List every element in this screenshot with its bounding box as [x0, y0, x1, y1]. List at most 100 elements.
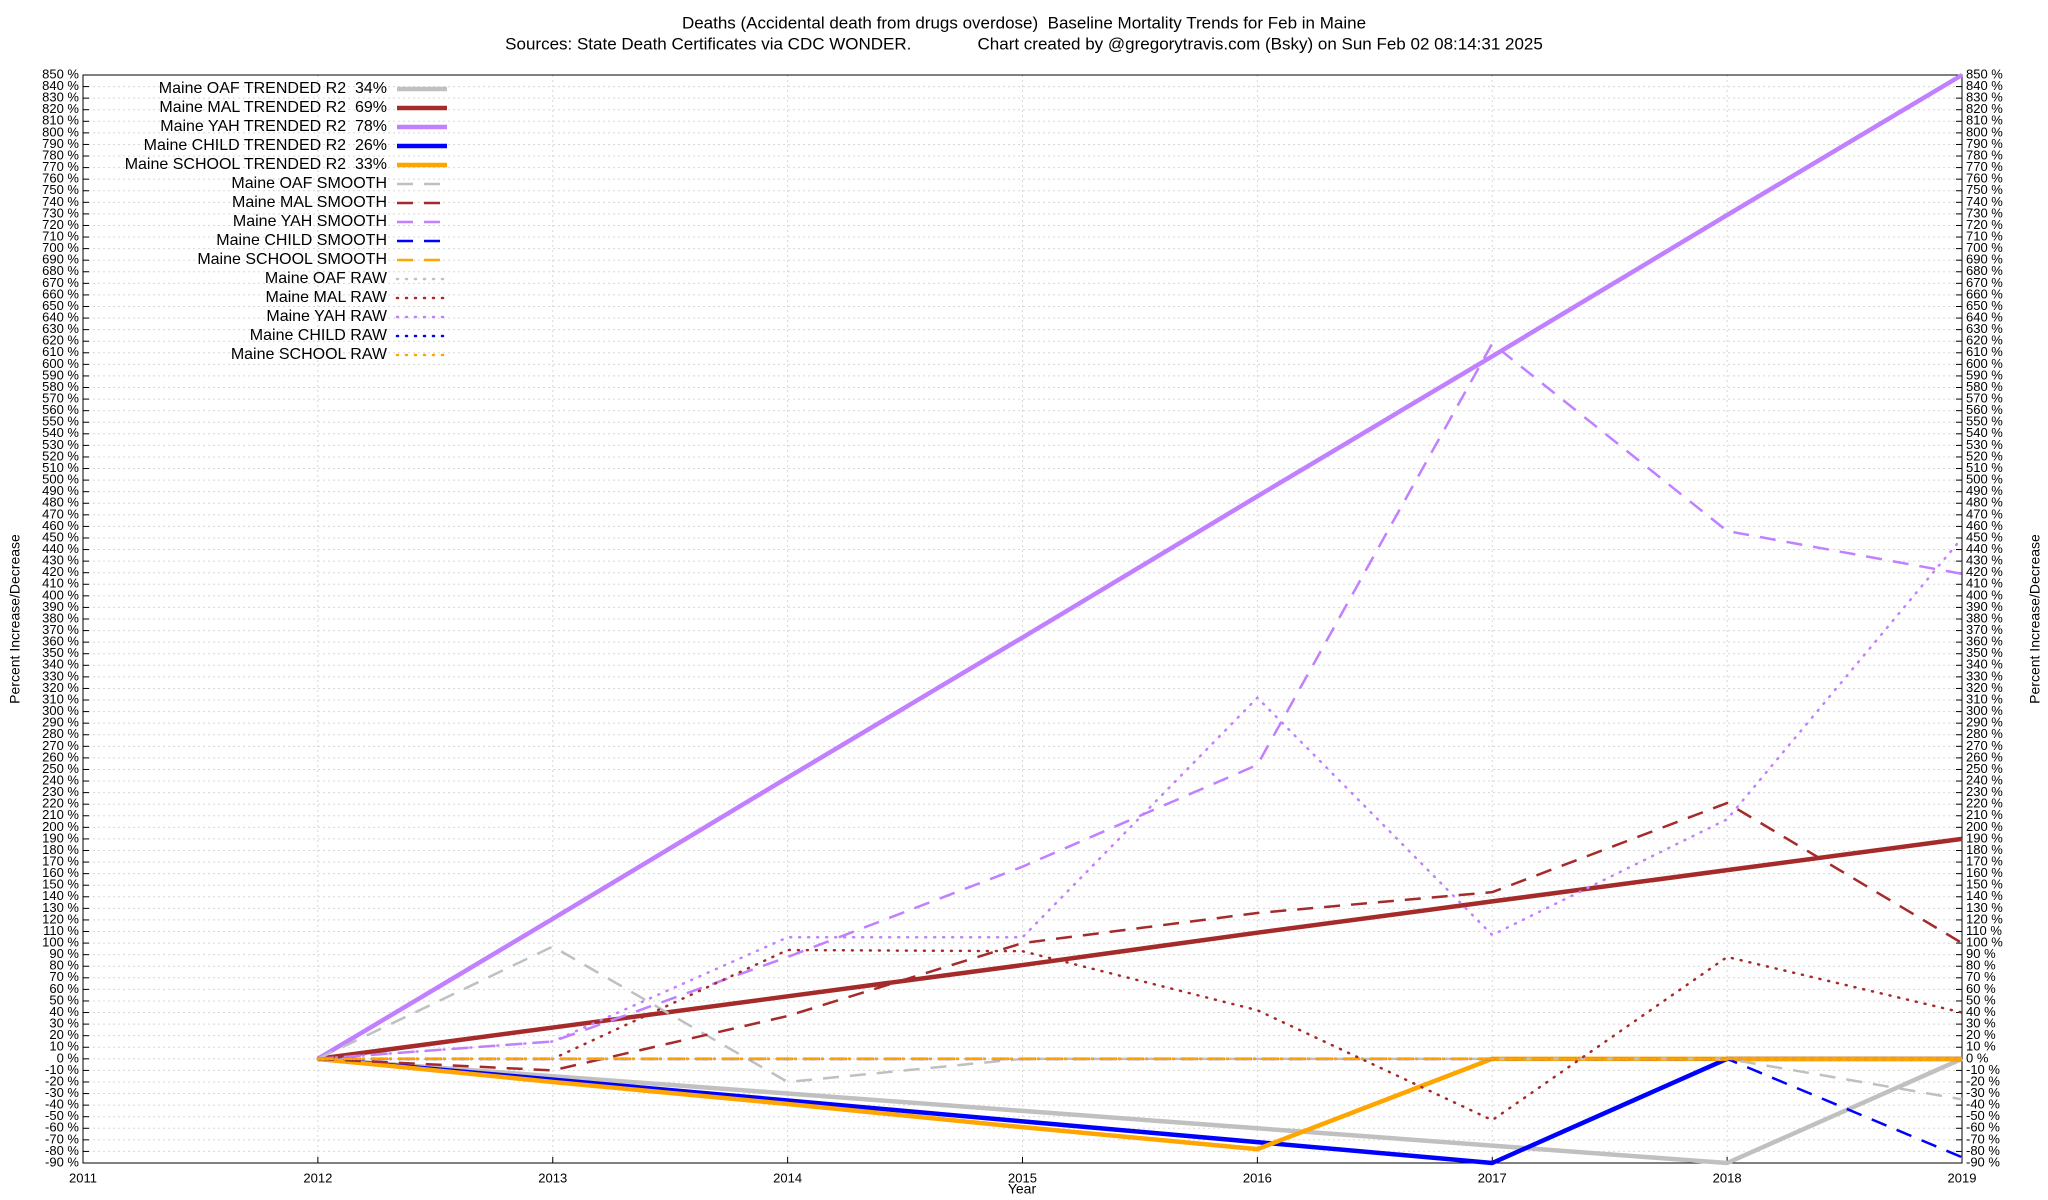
y2-tick-label: 450 % [1966, 529, 2003, 544]
y2-tick-label: 760 % [1966, 171, 2003, 186]
y2-tick-label: 460 % [1966, 518, 2003, 533]
y-tick-label: 270 % [42, 738, 79, 753]
y2-tick-label: 230 % [1966, 784, 2003, 799]
y-tick-label: 70 % [49, 969, 79, 984]
y2-tick-label: 630 % [1966, 321, 2003, 336]
y2-tick-label: 480 % [1966, 495, 2003, 510]
y-tick-label: 130 % [42, 900, 79, 915]
y-tick-label: 220 % [42, 796, 79, 811]
y-tick-label: 590 % [42, 367, 79, 382]
x-tick-label: 2012 [303, 1170, 332, 1185]
y2-tick-label: 60 % [1966, 981, 1996, 996]
y2-tick-label: 320 % [1966, 680, 2003, 695]
y-tick-label: 450 % [42, 529, 79, 544]
y-tick-label: 830 % [42, 90, 79, 105]
y2-tick-label: 690 % [1966, 252, 2003, 267]
y-tick-label: -30 % [45, 1085, 79, 1100]
y-tick-label: -20 % [45, 1073, 79, 1088]
y2-tick-label: 570 % [1966, 391, 2003, 406]
y-tick-label: 480 % [42, 495, 79, 510]
y-tick-label: 100 % [42, 935, 79, 950]
y-tick-label: 670 % [42, 275, 79, 290]
y-tick-label: 580 % [42, 379, 79, 394]
y2-tick-label: 130 % [1966, 900, 2003, 915]
y-tick-label: 200 % [42, 819, 79, 834]
y2-tick-label: 310 % [1966, 691, 2003, 706]
legend-label: Maine OAF TRENDED R2 34% [159, 80, 387, 97]
y2-tick-label: 20 % [1966, 1027, 1996, 1042]
y-tick-label: 690 % [42, 252, 79, 267]
y2-tick-label: 590 % [1966, 367, 2003, 382]
y2-tick-label: 260 % [1966, 749, 2003, 764]
y2-tick-label: 750 % [1966, 182, 2003, 197]
y2-tick-label: 50 % [1966, 992, 1996, 1007]
y2-tick-label: 100 % [1966, 935, 2003, 950]
y2-tick-label: 850 % [1966, 66, 2003, 81]
legend-label: Maine SCHOOL TRENDED R2 33% [125, 156, 387, 173]
y2-tick-label: 790 % [1966, 136, 2003, 151]
y2-tick-label: 810 % [1966, 113, 2003, 128]
y2-tick-label: 390 % [1966, 599, 2003, 614]
y-tick-label: 760 % [42, 171, 79, 186]
y-tick-label: 730 % [42, 205, 79, 220]
y-tick-label: 660 % [42, 286, 79, 301]
y2-tick-label: 620 % [1966, 333, 2003, 348]
x-tick-label: 2011 [69, 1170, 97, 1185]
y-tick-label: 750 % [42, 182, 79, 197]
y2-tick-label: 840 % [1966, 78, 2003, 93]
y-tick-label: -10 % [45, 1062, 79, 1077]
y-tick-label: 720 % [42, 217, 79, 232]
y2-tick-label: 400 % [1966, 587, 2003, 602]
y-tick-label: 280 % [42, 726, 79, 741]
y-tick-label: 60 % [49, 981, 79, 996]
legend-label: Maine MAL RAW [265, 289, 387, 306]
y-tick-label: 50 % [49, 992, 79, 1007]
y2-tick-label: 780 % [1966, 147, 2003, 162]
y-tick-label: 420 % [42, 564, 79, 579]
y2-tick-label: 90 % [1966, 946, 1996, 961]
y2-tick-label: 710 % [1966, 228, 2003, 243]
y2-tick-label: 80 % [1966, 958, 1996, 973]
y-tick-label: 550 % [42, 414, 79, 429]
y2-tick-label: 140 % [1966, 888, 2003, 903]
y-tick-label: 620 % [42, 333, 79, 348]
y2-tick-label: 540 % [1966, 425, 2003, 440]
y-tick-label: 700 % [42, 240, 79, 255]
y-tick-label: 490 % [42, 483, 79, 498]
x-tick-label: 2015 [1008, 1170, 1037, 1185]
legend-label: Maine MAL SMOOTH [232, 194, 387, 211]
y-tick-label: 460 % [42, 518, 79, 533]
y-tick-label: 400 % [42, 587, 79, 602]
y2-tick-label: -70 % [1966, 1131, 2000, 1146]
y-tick-label: 510 % [42, 460, 79, 475]
y-tick-label: 110 % [43, 923, 79, 938]
y2-tick-label: 370 % [1966, 622, 2003, 637]
y2-tick-label: 580 % [1966, 379, 2003, 394]
y2-tick-label: -30 % [1966, 1085, 2000, 1100]
y-tick-label: 390 % [42, 599, 79, 614]
y2-tick-label: 770 % [1966, 159, 2003, 174]
y2-tick-label: 650 % [1966, 298, 2003, 313]
y-tick-label: 430 % [42, 553, 79, 568]
legend-label: Maine OAF SMOOTH [231, 175, 387, 192]
y2-tick-label: 270 % [1966, 738, 2003, 753]
y-tick-label: -60 % [45, 1120, 79, 1135]
y-tick-label: 370 % [42, 622, 79, 637]
y-tick-label: 610 % [42, 344, 79, 359]
y2-tick-label: 430 % [1966, 553, 2003, 568]
y-tick-label: 380 % [42, 610, 79, 625]
plot-frame [82, 74, 1963, 1164]
y-tick-label: 770 % [42, 159, 79, 174]
y-tick-label: 360 % [42, 634, 79, 649]
series-line [316, 948, 1964, 1122]
y2-tick-label: -50 % [1966, 1108, 2000, 1123]
y-tick-label: 820 % [42, 101, 79, 116]
y2-tick-label: 800 % [1966, 124, 2003, 139]
y-tick-label: 640 % [42, 310, 79, 325]
y-tick-label: 240 % [42, 772, 79, 787]
series-line [317, 836, 1963, 1062]
y2-tick-label: 560 % [1966, 402, 2003, 417]
legend-label: Maine YAH SMOOTH [233, 213, 387, 230]
